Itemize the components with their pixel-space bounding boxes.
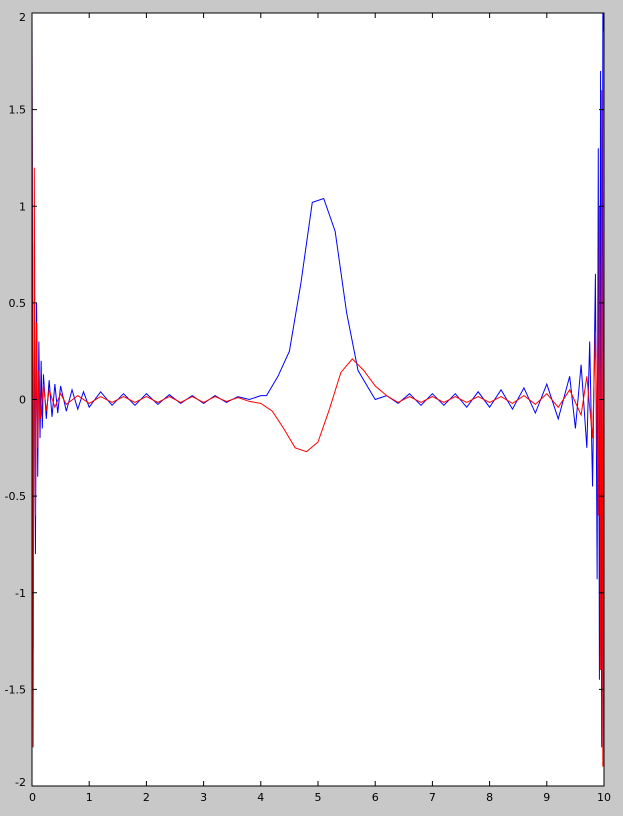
- y-tick-label: 1: [19, 200, 26, 213]
- x-tick-label: 6: [372, 791, 379, 804]
- x-tick-label: 5: [315, 791, 322, 804]
- series-line-2: [31, 12, 605, 767]
- y-tick-label: -1: [15, 587, 26, 600]
- x-tick-label: 7: [429, 791, 436, 804]
- x-tick-label: 2: [143, 791, 150, 804]
- x-axis: 0 1 2 3 4 5 6 7 8 9 10: [29, 13, 611, 804]
- y-tick-label: -1.5: [5, 683, 26, 696]
- y-tick-label: 0.5: [9, 297, 27, 310]
- y-axis: -2 -1.5 -1 -0.5 0 0.5 1 1.5 2: [5, 11, 604, 789]
- x-tick-label: 1: [86, 791, 93, 804]
- y-tick-label: -0.5: [5, 490, 26, 503]
- x-tick-label: 9: [543, 791, 550, 804]
- x-tick-label: 0: [29, 791, 36, 804]
- series-line-1: [31, 12, 605, 748]
- x-tick-label: 3: [200, 791, 207, 804]
- x-tick-label: 10: [597, 791, 611, 804]
- y-tick-label: 0: [19, 394, 26, 407]
- series-layer: [31, 12, 605, 767]
- x-tick-label: 4: [257, 791, 264, 804]
- x-tick-label: 8: [486, 791, 493, 804]
- y-tick-label: 2: [19, 11, 26, 24]
- y-tick-label: 1.5: [9, 104, 27, 117]
- plot-background: [32, 13, 604, 786]
- y-tick-label: -2: [15, 776, 26, 789]
